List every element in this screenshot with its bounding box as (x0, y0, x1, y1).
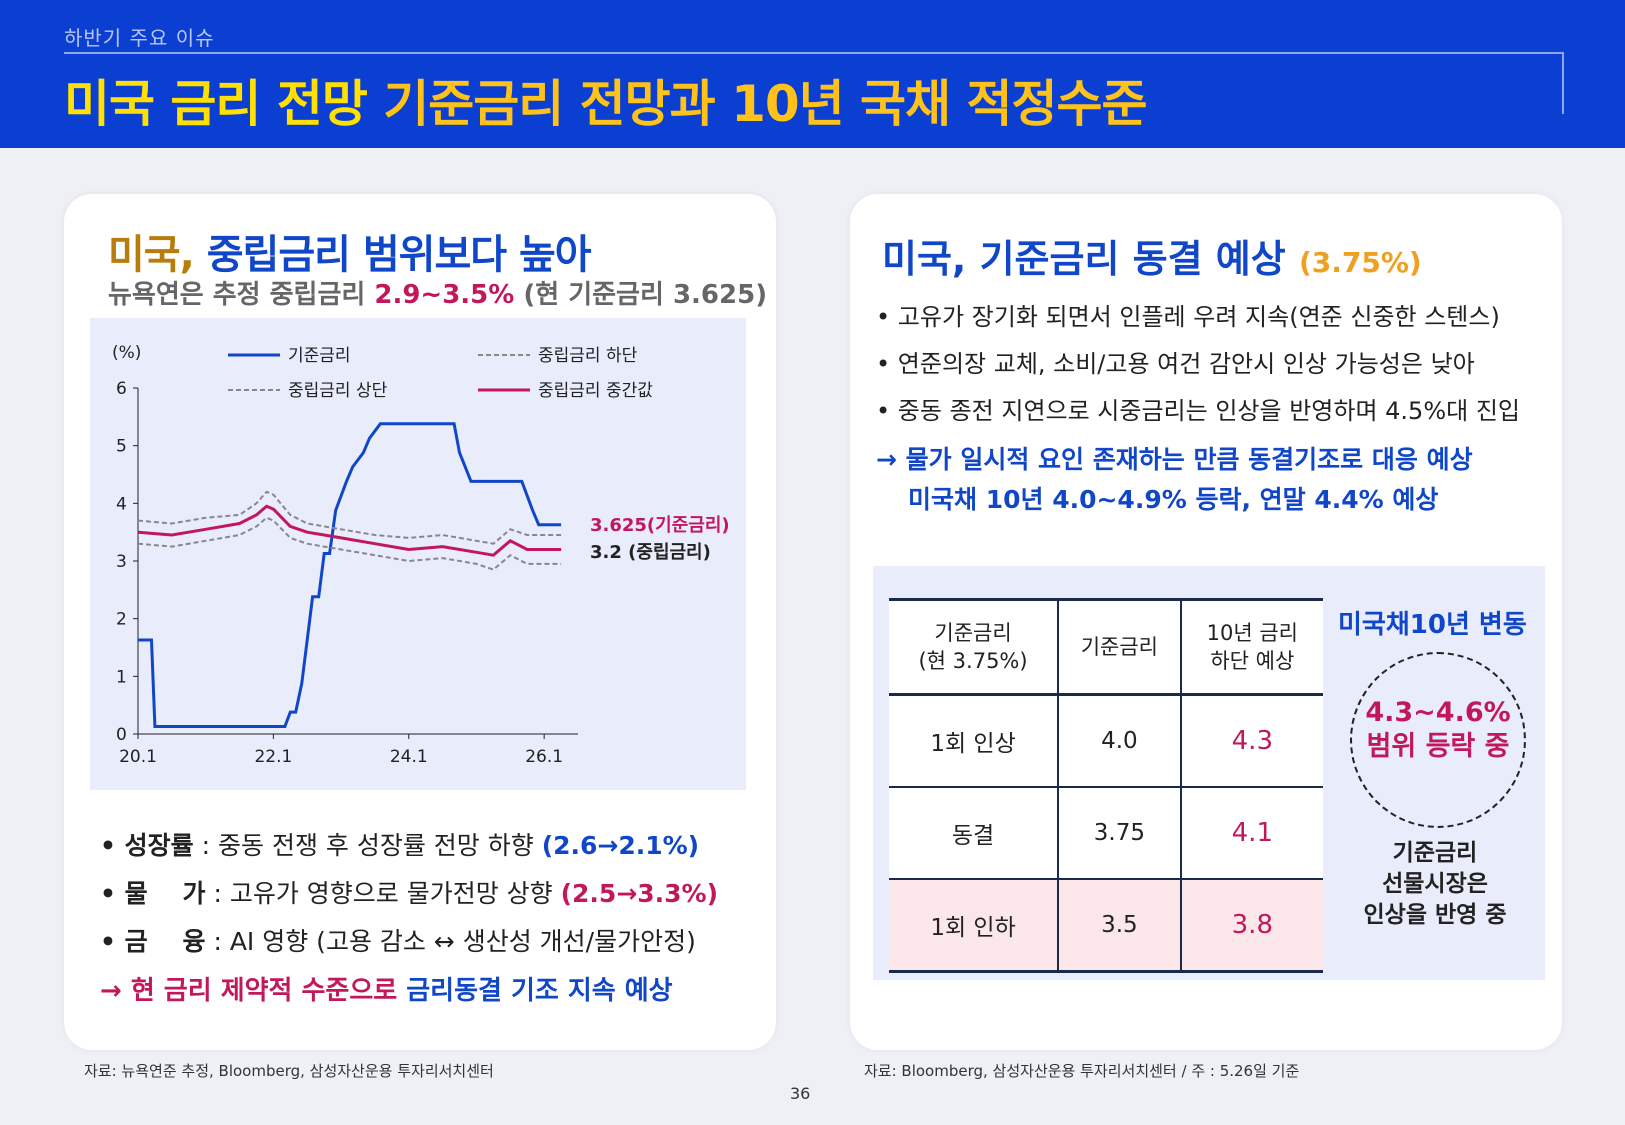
futures-note-line2: 선물시장은 (1382, 871, 1488, 897)
left-conclusion-main: 금리동결 기조 지속 예상 (406, 976, 673, 1006)
rate-chart: (%) 기준금리 중립금리 하단 중립금리 상단 중립금리 중간값 0 1 2 3 4 5… (112, 343, 730, 767)
left-subheading: 뉴욕연은 추정 중립금리 2.9~3.5% (현 기준금리 3.625) (108, 274, 767, 311)
page-title-main: 미국 금리 전망 (64, 75, 368, 133)
legend-mid: 중립금리 중간값 (538, 381, 653, 401)
left-heading-text: 중립금리 범위보다 높아 (206, 232, 592, 278)
y-tick-label: 6 (116, 379, 127, 399)
left-conclusion-pre: → 현 금리 제약적 수준으로 (100, 976, 407, 1006)
bullet-growth-text: : 중동 전쟁 후 성장률 전망 하향 (193, 831, 542, 860)
right-conclusion-line2: 미국채 10년 4.0~4.9% 등락, 연말 4.4% 예상 (908, 485, 1439, 514)
range-circle (1350, 652, 1526, 828)
table-cell-policy: 3.75 (1058, 787, 1182, 880)
annotation-policy-rate: 3.625(기준금리) (590, 515, 730, 536)
y-tick-label: 0 (116, 725, 127, 745)
table-cell-policy: 4.0 (1058, 694, 1182, 788)
right-heading: 미국, 기준금리 동결 예상 (3.75%) (882, 228, 1422, 283)
series-neutral-mid (137, 504, 562, 557)
table-cell-scenario: 동결 (889, 787, 1060, 880)
x-tick-label: 24.1 (390, 747, 428, 767)
left-sub-post: (현 기준금리 3.625) (514, 280, 768, 310)
right-heading-rate: (3.75%) (1298, 246, 1422, 279)
futures-note-line1: 기준금리 (1392, 840, 1478, 866)
y-tick-label: 3 (116, 552, 127, 572)
page-title-sub: 기준금리 전망과 10년 국채 적정수준 (383, 75, 1147, 133)
header-scenario-line2: (현 3.75%) (918, 649, 1028, 673)
treasury-range-title: 미국채10년 변동 (1338, 610, 1527, 640)
bullet-growth-label: • 성장률 (100, 831, 194, 860)
range-label: 범위 등락 중 (1366, 731, 1510, 762)
left-conclusion: → 현 금리 제약적 수준으로 금리동결 기조 지속 예상 (100, 966, 760, 1016)
table-cell-scenario: 1회 인하 (889, 879, 1060, 973)
header-rule-end (1562, 52, 1564, 114)
bullet-price-label: • 물 가 (100, 879, 206, 908)
right-bullet: • 중동 종전 지연으로 시중금리는 인상을 반영하며 4.5%대 진입 (876, 397, 1520, 425)
y-tick-label: 4 (116, 494, 127, 514)
bullet-growth: • 성장률 : 중동 전쟁 후 성장률 전망 하향 (2.6→2.1%) (100, 822, 760, 870)
bullet-finance: • 금 융 : AI 영향 (고용 감소 ↔ 생산성 개선/물가안정) (100, 918, 760, 966)
y-tick-label: 2 (116, 610, 127, 630)
table-header-policy: 기준금리 (1058, 598, 1182, 696)
series-neutral-upper (137, 490, 562, 545)
left-sub-range: 2.9~3.5% (374, 280, 515, 310)
x-tick-label: 22.1 (254, 747, 292, 767)
axis-ticks: 0 1 2 3 4 5 6 20.1 22.1 24.1 26.1 (116, 379, 563, 767)
right-conclusion: → 물가 일시적 요인 존재하는 만큼 동결기조로 대응 예상 미국채 10년 … (876, 440, 1473, 520)
series-neutral-lower (137, 516, 562, 571)
table-cell-10y: 4.1 (1180, 787, 1323, 880)
right-conclusion-line1: → 물가 일시적 요인 존재하는 만큼 동결기조로 대응 예상 (876, 445, 1473, 474)
table-row: 1회 인상 4.0 4.3 (889, 694, 1323, 788)
left-bullets: • 성장률 : 중동 전쟁 후 성장률 전망 하향 (2.6→2.1%) • 물… (100, 822, 760, 1016)
bullet-price: • 물 가 : 고유가 영향으로 물가전망 상향 (2.5→3.3%) (100, 870, 760, 918)
section-eyebrow: 하반기 주요 이슈 (64, 26, 215, 50)
table-row: 동결 3.75 4.1 (889, 787, 1323, 880)
header-10y-line2: 하단 예상 (1210, 649, 1295, 673)
left-sub-pre: 뉴욕연은 추정 중립금리 (108, 280, 375, 310)
header-banner: 하반기 주요 이슈 미국 금리 전망 기준금리 전망과 10년 국채 적정수준 (0, 0, 1625, 148)
y-tick-label: 1 (116, 667, 127, 687)
left-heading-country: 미국, (108, 232, 195, 278)
right-heading-text: 미국, 기준금리 동결 예상 (882, 237, 1286, 281)
annotation-neutral-rate: 3.2 (중립금리) (590, 542, 711, 563)
right-bullet: • 연준의장 교체, 소비/고용 여건 감안시 인상 가능성은 낮아 (876, 350, 1475, 378)
legend-upper: 중립금리 상단 (288, 381, 388, 401)
legend-lower: 중립금리 하단 (538, 346, 638, 366)
bullet-finance-label: • 금 융 (100, 927, 206, 956)
table-cell-10y: 3.8 (1180, 879, 1323, 973)
table-row: 1회 인하 3.5 3.8 (889, 879, 1323, 973)
chart-lines (137, 422, 562, 728)
bullet-growth-value: (2.6→2.1%) (541, 831, 700, 860)
right-source: 자료: Bloomberg, 삼성자산운용 투자리서치센터 / 주 : 5.26… (864, 1062, 1300, 1080)
legend-policy: 기준금리 (288, 346, 351, 366)
bullet-finance-text: : AI 영향 (고용 감소 ↔ 생산성 개선/물가안정) (205, 927, 696, 956)
table-cell-10y: 4.3 (1180, 694, 1323, 788)
right-bullet: • 고유가 장기화 되면서 인플레 우려 지속(연준 신중한 스텐스) (876, 303, 1500, 331)
rate-chart-panel: (%) 기준금리 중립금리 하단 중립금리 상단 중립금리 중간값 0 1 2 3 4 5… (90, 318, 746, 790)
table-cell-policy: 3.5 (1058, 879, 1182, 973)
bullet-price-text: : 고유가 영향으로 물가전망 상향 (205, 879, 561, 908)
bullet-price-value: (2.5→3.3%) (560, 879, 719, 908)
table-cell-scenario: 1회 인상 (889, 694, 1060, 788)
page-number: 36 (790, 1084, 811, 1103)
header-scenario-line1: 기준금리 (934, 621, 1012, 645)
range-value: 4.3~4.6% (1365, 697, 1511, 728)
x-tick-label: 26.1 (525, 747, 563, 767)
y-axis-unit: (%) (112, 343, 141, 363)
header-rule (64, 52, 1564, 54)
left-heading: 미국, 중립금리 범위보다 높아 (108, 222, 592, 280)
series-policy-rate (138, 422, 562, 728)
page-title: 미국 금리 전망 기준금리 전망과 10년 국채 적정수준 (64, 64, 1147, 136)
x-tick-label: 20.1 (119, 747, 157, 767)
y-tick-label: 5 (116, 437, 127, 457)
left-source: 자료: 뉴욕연준 추정, Bloomberg, 삼성자산운용 투자리서치센터 (84, 1062, 494, 1080)
right-bullets: • 고유가 장기화 되면서 인플레 우려 지속(연준 신중한 스텐스) • 연준… (876, 294, 1520, 435)
futures-note-line3: 인상을 반영 중 (1363, 902, 1507, 928)
range-circle-text: 4.3~4.6% 범위 등락 중 (1350, 696, 1526, 764)
table-header-scenario: 기준금리 (현 3.75%) (889, 598, 1060, 696)
header-10y-line1: 10년 금리 (1206, 621, 1298, 645)
